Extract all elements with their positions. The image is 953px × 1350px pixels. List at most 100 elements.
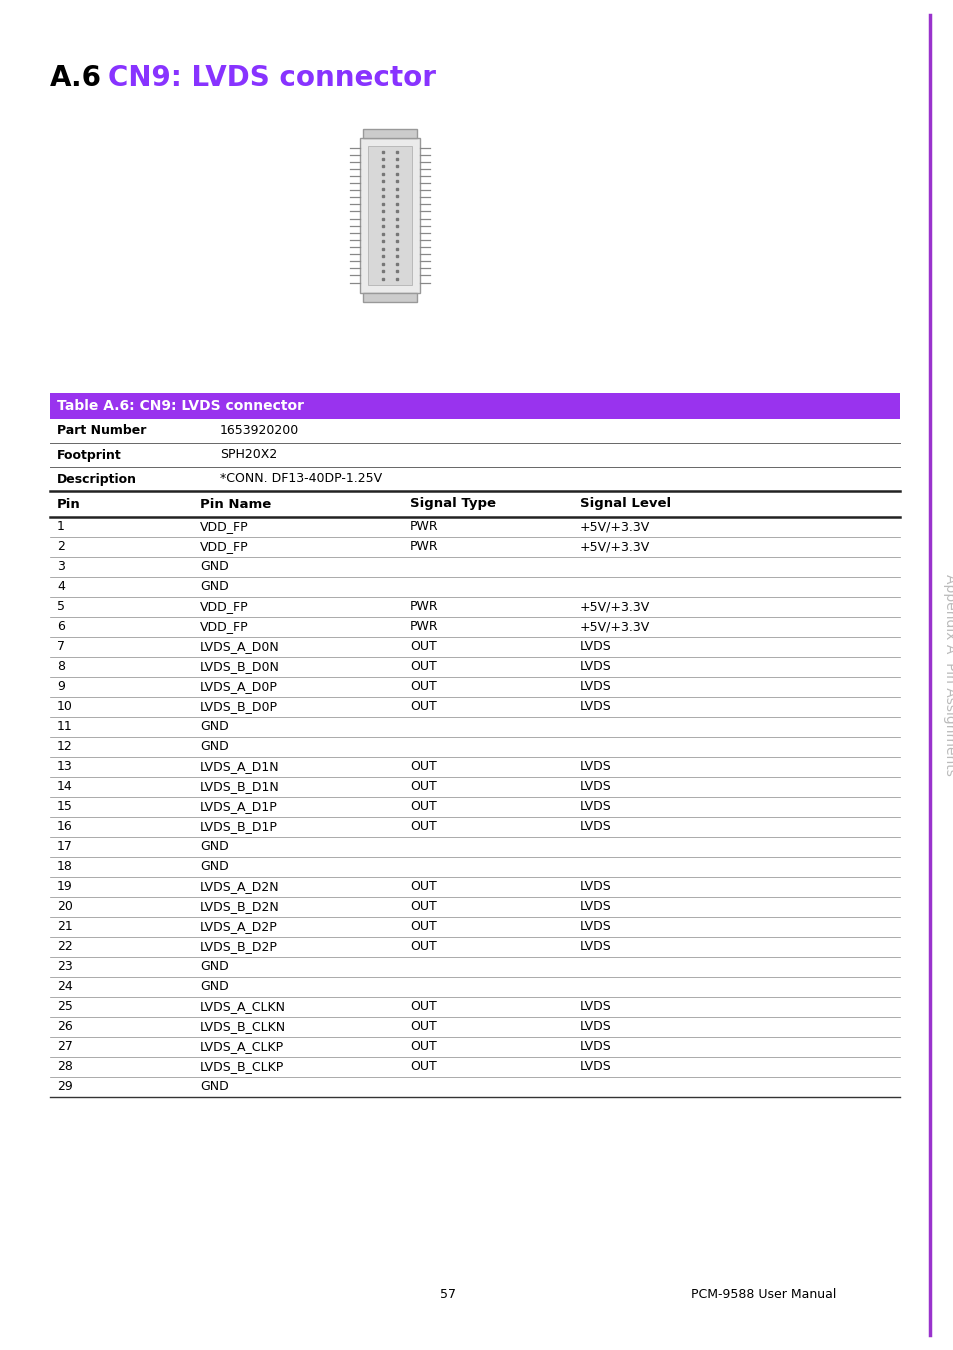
Text: OUT: OUT bbox=[410, 941, 436, 953]
Text: LVDS: LVDS bbox=[579, 701, 611, 714]
Text: OUT: OUT bbox=[410, 880, 436, 894]
Text: PWR: PWR bbox=[410, 540, 438, 553]
Text: Signal Type: Signal Type bbox=[410, 498, 496, 510]
Text: VDD_FP: VDD_FP bbox=[200, 540, 249, 553]
Text: LVDS_B_D2P: LVDS_B_D2P bbox=[200, 941, 277, 953]
Text: 5: 5 bbox=[57, 601, 65, 613]
Text: 24: 24 bbox=[57, 980, 72, 994]
Text: OUT: OUT bbox=[410, 640, 436, 653]
Text: 2: 2 bbox=[57, 540, 65, 553]
Text: PWR: PWR bbox=[410, 601, 438, 613]
Text: Signal Level: Signal Level bbox=[579, 498, 670, 510]
Text: 22: 22 bbox=[57, 941, 72, 953]
Bar bbox=[363, 128, 416, 138]
Text: 29: 29 bbox=[57, 1080, 72, 1094]
Text: OUT: OUT bbox=[410, 1041, 436, 1053]
Text: OUT: OUT bbox=[410, 660, 436, 674]
Text: 14: 14 bbox=[57, 780, 72, 794]
Text: +5V/+3.3V: +5V/+3.3V bbox=[579, 601, 650, 613]
Text: LVDS_B_D0P: LVDS_B_D0P bbox=[200, 701, 277, 714]
Text: LVDS_A_CLKP: LVDS_A_CLKP bbox=[200, 1041, 284, 1053]
Text: LVDS: LVDS bbox=[579, 921, 611, 933]
Text: OUT: OUT bbox=[410, 701, 436, 714]
Text: CN9: LVDS connector: CN9: LVDS connector bbox=[108, 63, 436, 92]
Text: LVDS_B_D1P: LVDS_B_D1P bbox=[200, 821, 277, 833]
Text: Description: Description bbox=[57, 472, 137, 486]
Text: GND: GND bbox=[200, 1080, 229, 1094]
Text: 57: 57 bbox=[440, 1288, 456, 1301]
Text: LVDS_A_D1N: LVDS_A_D1N bbox=[200, 760, 279, 774]
Text: 13: 13 bbox=[57, 760, 72, 774]
Text: 9: 9 bbox=[57, 680, 65, 694]
Text: 18: 18 bbox=[57, 860, 72, 873]
Text: LVDS_B_CLKP: LVDS_B_CLKP bbox=[200, 1061, 284, 1073]
Text: LVDS: LVDS bbox=[579, 1000, 611, 1014]
Text: 7: 7 bbox=[57, 640, 65, 653]
Text: Pin: Pin bbox=[57, 498, 81, 510]
Text: 10: 10 bbox=[57, 701, 72, 714]
Text: VDD_FP: VDD_FP bbox=[200, 621, 249, 633]
Text: LVDS_B_D0N: LVDS_B_D0N bbox=[200, 660, 279, 674]
Text: 25: 25 bbox=[57, 1000, 72, 1014]
Text: GND: GND bbox=[200, 741, 229, 753]
Text: 26: 26 bbox=[57, 1021, 72, 1034]
Text: LVDS: LVDS bbox=[579, 680, 611, 694]
Text: Pin Name: Pin Name bbox=[200, 498, 271, 510]
Text: 1653920200: 1653920200 bbox=[220, 424, 299, 437]
Text: GND: GND bbox=[200, 560, 229, 574]
Text: 19: 19 bbox=[57, 880, 72, 894]
Text: GND: GND bbox=[200, 721, 229, 733]
Text: OUT: OUT bbox=[410, 921, 436, 933]
Bar bbox=[359, 138, 419, 293]
Text: Table A.6: CN9: LVDS connector: Table A.6: CN9: LVDS connector bbox=[57, 400, 304, 413]
Text: GND: GND bbox=[200, 980, 229, 994]
Text: 20: 20 bbox=[57, 900, 72, 914]
Text: LVDS: LVDS bbox=[579, 660, 611, 674]
Text: GND: GND bbox=[200, 580, 229, 594]
Text: PCM-9588 User Manual: PCM-9588 User Manual bbox=[690, 1288, 835, 1301]
Text: +5V/+3.3V: +5V/+3.3V bbox=[579, 521, 650, 533]
Text: 12: 12 bbox=[57, 741, 72, 753]
Text: 17: 17 bbox=[57, 841, 72, 853]
Text: 6: 6 bbox=[57, 621, 65, 633]
Text: SPH20X2: SPH20X2 bbox=[220, 448, 277, 462]
Text: OUT: OUT bbox=[410, 680, 436, 694]
Text: LVDS: LVDS bbox=[579, 780, 611, 794]
Text: PWR: PWR bbox=[410, 521, 438, 533]
Text: 3: 3 bbox=[57, 560, 65, 574]
Text: LVDS_B_D1N: LVDS_B_D1N bbox=[200, 780, 279, 794]
Bar bbox=[50, 393, 899, 418]
Text: *CONN. DF13-40DP-1.25V: *CONN. DF13-40DP-1.25V bbox=[220, 472, 382, 486]
Text: PWR: PWR bbox=[410, 621, 438, 633]
Text: LVDS_A_CLKN: LVDS_A_CLKN bbox=[200, 1000, 286, 1014]
Text: A.6: A.6 bbox=[50, 63, 102, 92]
Text: 4: 4 bbox=[57, 580, 65, 594]
Text: OUT: OUT bbox=[410, 821, 436, 833]
Text: +5V/+3.3V: +5V/+3.3V bbox=[579, 540, 650, 553]
Text: Footprint: Footprint bbox=[57, 448, 122, 462]
Text: LVDS: LVDS bbox=[579, 640, 611, 653]
Text: Appendix A  Pin Assignments: Appendix A Pin Assignments bbox=[942, 574, 953, 776]
Text: LVDS: LVDS bbox=[579, 801, 611, 814]
Text: 15: 15 bbox=[57, 801, 72, 814]
Text: Part Number: Part Number bbox=[57, 424, 146, 437]
Text: VDD_FP: VDD_FP bbox=[200, 521, 249, 533]
Text: OUT: OUT bbox=[410, 760, 436, 774]
Text: LVDS_A_D1P: LVDS_A_D1P bbox=[200, 801, 277, 814]
Text: 28: 28 bbox=[57, 1061, 72, 1073]
Text: 16: 16 bbox=[57, 821, 72, 833]
Text: OUT: OUT bbox=[410, 780, 436, 794]
Text: GND: GND bbox=[200, 841, 229, 853]
Text: 23: 23 bbox=[57, 960, 72, 973]
Text: LVDS: LVDS bbox=[579, 1061, 611, 1073]
Text: 21: 21 bbox=[57, 921, 72, 933]
Text: 11: 11 bbox=[57, 721, 72, 733]
Text: LVDS_B_CLKN: LVDS_B_CLKN bbox=[200, 1021, 286, 1034]
Text: 27: 27 bbox=[57, 1041, 72, 1053]
Text: LVDS: LVDS bbox=[579, 1021, 611, 1034]
Text: LVDS_A_D2P: LVDS_A_D2P bbox=[200, 921, 277, 933]
Text: LVDS: LVDS bbox=[579, 900, 611, 914]
Text: VDD_FP: VDD_FP bbox=[200, 601, 249, 613]
Text: +5V/+3.3V: +5V/+3.3V bbox=[579, 621, 650, 633]
Text: LVDS: LVDS bbox=[579, 941, 611, 953]
